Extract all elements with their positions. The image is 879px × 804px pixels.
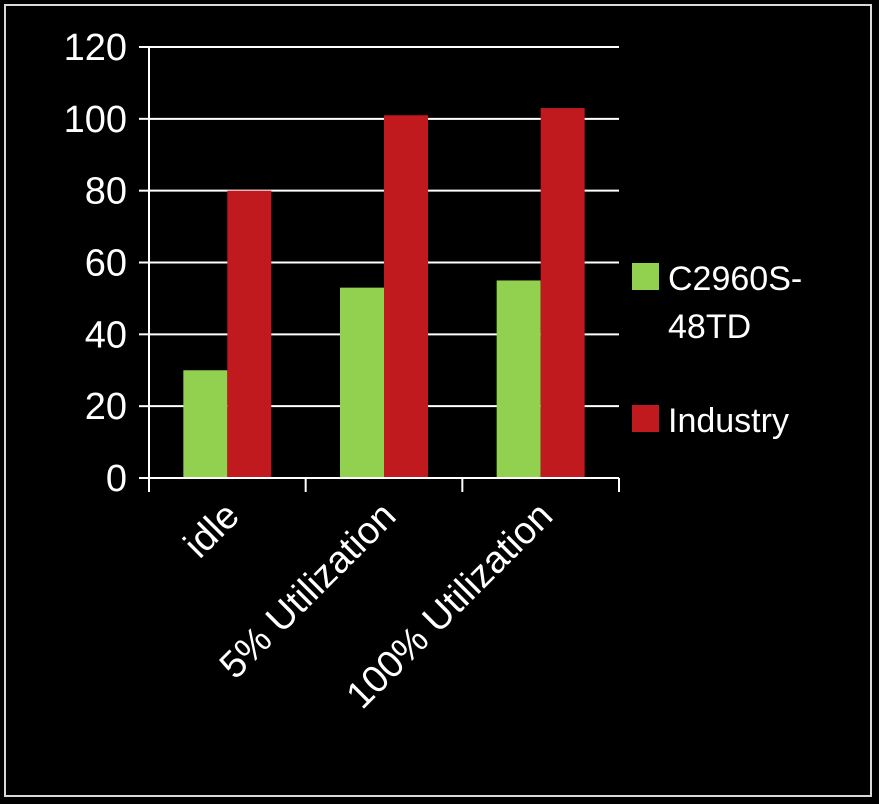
x-category-label: idle [176, 495, 248, 567]
y-axis-ticks: 0 20 40 60 80 100 120 [64, 27, 149, 500]
bar-1-1 [384, 115, 428, 478]
legend-label: Industry [668, 402, 789, 440]
y-tick-label: 0 [106, 458, 127, 500]
bar-0-1 [340, 287, 384, 478]
legend: C2960S-48TD Industry [632, 260, 802, 440]
y-tick-label: 40 [85, 314, 127, 356]
y-tick-label: 60 [85, 243, 127, 285]
bar-0-0 [183, 370, 228, 478]
y-tick-label: 80 [85, 171, 127, 213]
y-tick-label: 100 [64, 99, 127, 141]
bar-0-2 [496, 280, 541, 478]
legend-swatch [632, 405, 659, 432]
bar-1-0 [227, 190, 272, 478]
bars [183, 108, 585, 478]
legend-swatch [632, 263, 659, 290]
y-tick-label: 20 [85, 386, 127, 428]
legend-label: C2960S-48TD [668, 260, 802, 346]
y-tick-label: 120 [64, 27, 127, 69]
bar-1-2 [540, 108, 585, 478]
